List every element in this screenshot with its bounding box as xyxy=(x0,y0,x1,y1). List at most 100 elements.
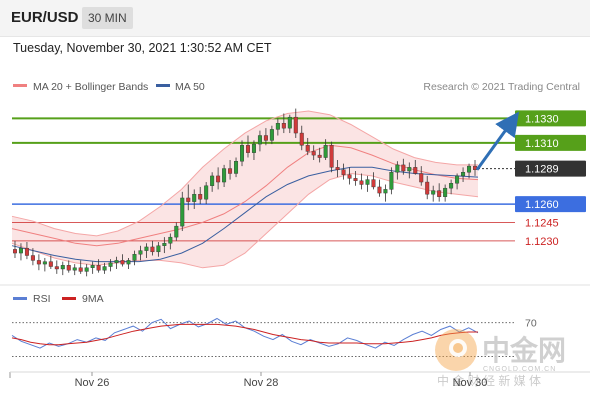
candle xyxy=(84,264,89,277)
ma20-legend-label: MA 20 + Bollinger Bands xyxy=(33,81,148,93)
candle xyxy=(383,184,388,202)
candle xyxy=(174,222,179,241)
candle-body xyxy=(245,145,250,153)
candle xyxy=(162,237,167,254)
candle xyxy=(275,118,280,136)
candle-body xyxy=(395,164,400,173)
level-label-1.1310: 1.1310 xyxy=(525,138,559,150)
candle xyxy=(365,175,370,192)
candle-body xyxy=(216,175,221,183)
candle-body xyxy=(299,132,304,146)
candle-body xyxy=(365,179,370,185)
candle-body xyxy=(455,175,460,184)
ma9-legend-label: 9MA xyxy=(82,293,104,305)
candle xyxy=(287,114,292,134)
candle xyxy=(138,245,143,261)
candle xyxy=(425,175,430,200)
candle-body xyxy=(449,183,454,189)
candle xyxy=(305,137,310,156)
candle xyxy=(455,173,460,190)
candle xyxy=(132,250,137,266)
candle-body xyxy=(102,266,107,271)
candle-body xyxy=(269,129,274,141)
candle-body xyxy=(138,250,143,255)
watermark-tagline: 中 金 财 经 新 媒 体 xyxy=(437,373,541,388)
level-tag-1.1310 xyxy=(515,134,586,151)
candle xyxy=(401,158,406,175)
rsi-legend-swatch xyxy=(13,297,27,300)
candle-body xyxy=(234,161,239,174)
candle-body xyxy=(174,225,179,238)
candle-body xyxy=(198,194,203,200)
candle-body xyxy=(42,261,47,265)
candle-body xyxy=(275,123,280,130)
candle-body xyxy=(90,265,95,268)
candle xyxy=(36,254,41,271)
candle xyxy=(198,186,203,205)
candle-body xyxy=(168,236,173,244)
candle xyxy=(341,163,346,180)
candle xyxy=(150,240,155,256)
candle xyxy=(234,157,239,178)
candle xyxy=(12,240,17,258)
candle xyxy=(186,184,191,211)
candle-body xyxy=(192,194,197,202)
candle-body xyxy=(24,247,29,256)
candle-body xyxy=(413,167,418,174)
candle xyxy=(210,172,215,192)
candle-body xyxy=(383,189,388,194)
candle xyxy=(114,256,119,269)
candle xyxy=(72,264,77,276)
candle-body xyxy=(84,267,89,272)
level-tag-1.1330 xyxy=(515,110,586,127)
candle xyxy=(467,163,472,179)
candle-body xyxy=(54,266,59,270)
candle xyxy=(335,160,340,178)
candle xyxy=(216,167,221,190)
candle-body xyxy=(132,254,137,261)
candle-body xyxy=(329,145,334,168)
level-label-1.1245: 1.1245 xyxy=(525,217,559,229)
candle xyxy=(180,191,185,232)
candle xyxy=(437,183,442,202)
timeframe-badge[interactable]: 30 MIN xyxy=(82,7,133,29)
symbol-label: EUR/USD xyxy=(11,9,79,26)
candle xyxy=(263,128,268,146)
candle xyxy=(96,259,101,273)
candle-body xyxy=(353,178,358,182)
research-credit: Research © 2021 Trading Central xyxy=(423,81,580,93)
candle-body xyxy=(437,190,442,197)
candle xyxy=(293,108,298,138)
candle-body xyxy=(150,246,155,253)
candle-body xyxy=(30,255,35,261)
candle xyxy=(281,113,286,134)
candle-body xyxy=(204,185,209,200)
candle-body xyxy=(156,245,161,253)
candle xyxy=(269,125,274,145)
rsi-legend-label: RSI xyxy=(33,293,51,305)
candle xyxy=(144,243,149,258)
x-tick-label: Nov 26 xyxy=(75,377,110,389)
candle-body xyxy=(60,265,65,270)
candle-body xyxy=(12,249,17,254)
candle xyxy=(66,260,71,273)
bollinger-band xyxy=(12,111,478,268)
candle-body xyxy=(431,190,436,195)
watermark-site: CNGOLD.COM.CN xyxy=(483,366,556,373)
candle-body xyxy=(210,175,215,186)
candle-body xyxy=(425,181,430,195)
candle-body xyxy=(66,265,71,271)
datetime-label: Tuesday, November 30, 2021 1:30:52 AM CE… xyxy=(13,41,272,55)
x-tick-label: Nov 30 xyxy=(453,377,488,389)
candle xyxy=(192,189,197,209)
candle xyxy=(371,172,376,190)
candle-body xyxy=(18,247,23,254)
candle xyxy=(204,182,209,205)
candle-body xyxy=(461,172,466,177)
rsi-ma9-line xyxy=(11,323,478,346)
candle xyxy=(48,255,53,269)
candle-body xyxy=(263,135,268,141)
ma20-legend-swatch xyxy=(13,84,27,87)
candle xyxy=(353,171,358,186)
ma50-line xyxy=(11,166,479,263)
